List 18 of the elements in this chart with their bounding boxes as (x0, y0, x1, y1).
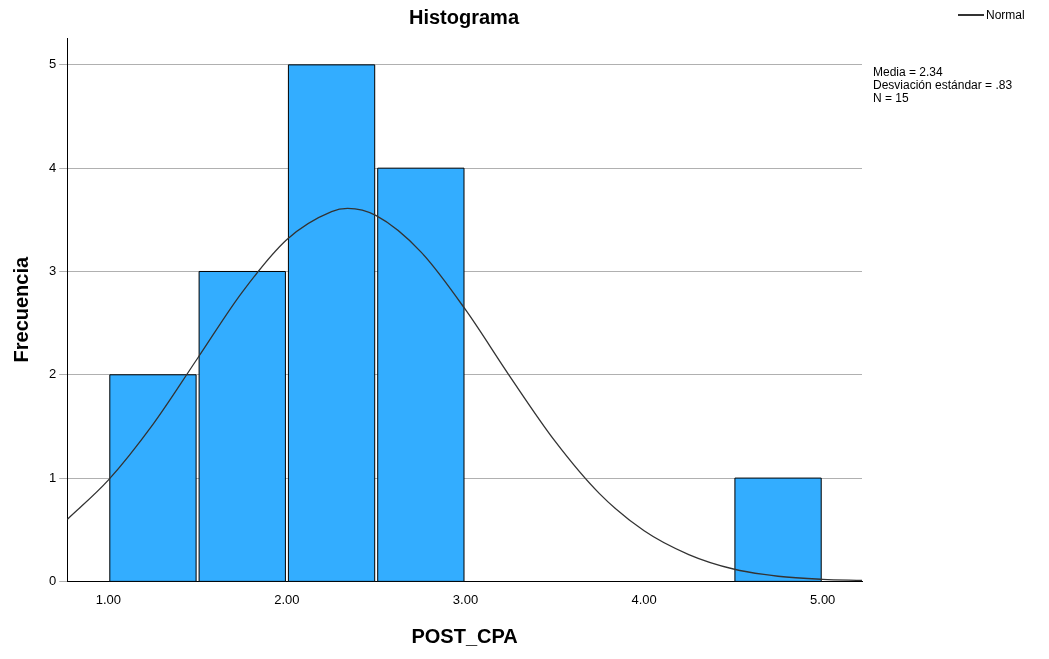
x-tick-label: 5.00 (810, 591, 836, 607)
y-axis-title: Frecuencia (9, 256, 32, 363)
legend-label: Normal (986, 8, 1025, 22)
y-tick-label: 5 (49, 56, 57, 72)
text: Media = 2.34 (873, 65, 944, 79)
x-tick-label: 4.00 (631, 591, 657, 607)
y-tick-label: 0 (49, 572, 57, 588)
x-tick-label: 2.00 (274, 591, 300, 607)
y-tick-label: 3 (49, 263, 57, 279)
x-axis-title: POST_CPA (411, 624, 518, 647)
y-tick-label: 1 (49, 469, 57, 485)
text: Desviación estándar = .83 (873, 78, 1013, 92)
x-tick-label: 1.00 (95, 591, 121, 607)
y-tick-label: 4 (49, 159, 57, 175)
chart-title: Histograma (408, 6, 521, 29)
text: N = 15 (873, 91, 910, 105)
y-tick-label: 2 (49, 366, 57, 382)
x-tick-label: 3.00 (452, 591, 479, 607)
